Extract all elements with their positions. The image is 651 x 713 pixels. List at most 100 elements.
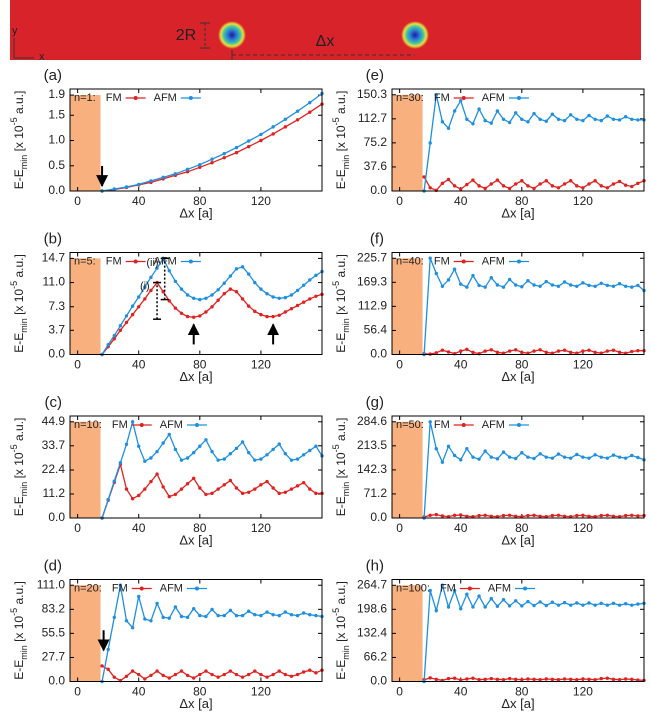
- panel-note: n=1:: [74, 92, 96, 104]
- data-point: [246, 272, 251, 276]
- y-axis-label: E-Emin [x 10-5 a.u.]: [331, 91, 351, 190]
- data-point: [246, 672, 251, 677]
- data-point: [124, 314, 129, 318]
- data-point: [277, 491, 281, 496]
- data-point: [556, 513, 561, 517]
- data-point: [246, 304, 251, 308]
- data-point: [471, 676, 475, 680]
- data-point: [240, 491, 245, 496]
- data-point: [477, 107, 481, 111]
- data-point: [143, 487, 147, 491]
- data-point: [587, 514, 591, 519]
- data-point: [446, 444, 451, 449]
- data-point: [265, 610, 269, 614]
- data-point: [495, 109, 500, 113]
- data-point: [161, 175, 165, 180]
- data-point: [599, 118, 603, 123]
- data-point: [124, 442, 129, 446]
- legend-marker: [523, 586, 528, 591]
- data-point: [428, 256, 432, 260]
- data-point: [477, 513, 481, 518]
- data-point: [271, 486, 275, 490]
- y-tick-label: 264.7: [357, 577, 387, 591]
- y-axis-label-part: E-E: [334, 333, 348, 353]
- data-point: [636, 602, 640, 606]
- x-axis-label: Δx [a]: [501, 369, 534, 384]
- data-point: [575, 452, 579, 457]
- data-point: [630, 677, 634, 682]
- data-point: [507, 186, 512, 191]
- data-point: [581, 349, 585, 353]
- data-point: [593, 514, 597, 519]
- data-point: [259, 613, 263, 618]
- y-axis-label-part: -5: [331, 281, 341, 289]
- data-point: [314, 613, 318, 618]
- data-point: [137, 493, 141, 498]
- plot-frame: [391, 88, 645, 192]
- series-line: [101, 92, 323, 192]
- data-point: [271, 447, 275, 452]
- y-axis-label-part: [x 10: [334, 289, 348, 319]
- data-point: [277, 613, 281, 618]
- plot-frame: [69, 579, 323, 682]
- data-point: [124, 619, 129, 623]
- data-point: [483, 186, 487, 191]
- y-axis-label-part: -5: [9, 117, 19, 125]
- data-point: [520, 179, 524, 183]
- x-axis-label: Δx [a]: [179, 532, 212, 547]
- x-tick-label: 80: [193, 685, 207, 699]
- x-tick-label: 80: [515, 685, 529, 699]
- data-point: [222, 291, 226, 296]
- distance-label: Δx: [316, 33, 335, 50]
- data-point: [581, 186, 585, 190]
- data-point: [617, 282, 622, 286]
- data-point: [630, 349, 634, 354]
- data-point: [434, 351, 438, 355]
- data-point: [532, 603, 536, 608]
- legend-label: FM: [106, 255, 122, 267]
- y-tick-label: 0.0: [370, 674, 387, 688]
- data-point: [544, 514, 548, 519]
- data-point: [465, 117, 469, 121]
- data-point: [137, 295, 141, 299]
- panel-note: n=100:: [396, 582, 430, 594]
- data-point: [440, 514, 445, 518]
- data-point: [130, 312, 135, 317]
- legend-marker: [516, 259, 521, 264]
- data-point: [593, 350, 597, 355]
- data-point: [556, 117, 561, 121]
- data-point: [137, 444, 141, 448]
- excluded-region: [392, 585, 423, 682]
- data-point: [118, 583, 123, 587]
- data-point: [568, 350, 573, 355]
- data-point: [568, 113, 573, 117]
- data-point: [611, 182, 616, 186]
- data-point: [446, 126, 451, 130]
- data-point: [465, 347, 469, 352]
- data-point: [471, 514, 475, 519]
- y-axis-label-part: [x 10: [334, 125, 348, 155]
- data-point: [623, 183, 628, 187]
- data-point: [289, 674, 294, 678]
- data-point: [118, 461, 123, 465]
- y-axis-label: E-Emin [x 10-5 a.u.]: [331, 254, 351, 353]
- y-tick-label: 11.2: [43, 486, 66, 500]
- data-point: [137, 594, 141, 599]
- data-point: [295, 288, 300, 293]
- data-point: [630, 285, 634, 289]
- data-point: [204, 492, 208, 497]
- data-point: [210, 161, 214, 165]
- data-point: [581, 677, 585, 681]
- data-point: [161, 615, 165, 620]
- data-point: [514, 677, 518, 682]
- data-point: [228, 452, 233, 456]
- data-point: [246, 490, 251, 494]
- data-point: [185, 293, 190, 297]
- data-point: [167, 676, 171, 680]
- data-point: [623, 677, 628, 681]
- y-tick-label: 56.4: [364, 323, 388, 337]
- data-point: [216, 458, 220, 462]
- excluded-region: [392, 94, 423, 191]
- data-point: [271, 672, 275, 677]
- data-point: [495, 514, 500, 519]
